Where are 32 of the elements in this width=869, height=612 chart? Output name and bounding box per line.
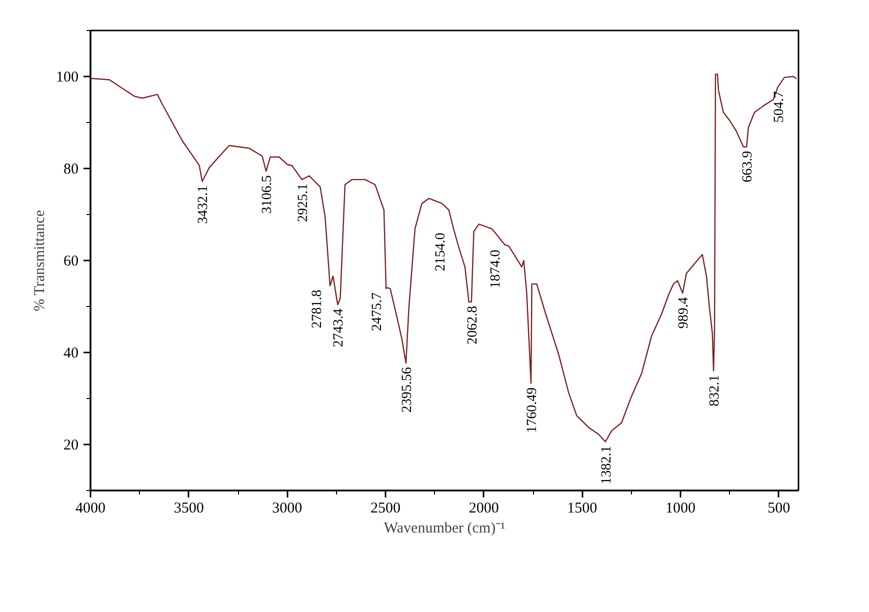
annotation: 2743.4 — [332, 308, 347, 348]
x-tick-label: 2500 — [370, 500, 400, 516]
annotation: 2395.56 — [400, 367, 415, 413]
y-tick-label: 80 — [64, 162, 78, 178]
annotation: 2781.8 — [310, 290, 326, 328]
x-tick-label: 2000 — [468, 500, 499, 516]
annotation: 1760.49 — [525, 387, 540, 433]
annotation: 504.7 — [772, 91, 787, 123]
annotation: 3432.1 — [196, 185, 212, 224]
x-tick-label: 4000 — [76, 500, 106, 516]
x-tick-label: 1500 — [567, 500, 598, 516]
x-tick-label: 3500 — [174, 500, 204, 516]
y-tick-label: 60 — [64, 254, 78, 270]
x-tick-label: 3000 — [272, 500, 302, 516]
annotation: 1874.0 — [488, 250, 504, 288]
annotation: 989.4 — [676, 297, 692, 329]
y-tick-label: 20 — [64, 438, 78, 454]
annotation: 1382.1 — [599, 446, 614, 484]
annotation: 2154.0 — [434, 232, 449, 272]
line-series — [90, 74, 798, 442]
y-tick-label: 100 — [56, 70, 78, 86]
x-tick-label: 1000 — [666, 500, 696, 516]
annotation: 3106.5 — [260, 175, 276, 214]
annotation: 2925.1 — [296, 184, 311, 222]
annotation: 832.1 — [708, 374, 723, 406]
y-axis-title: % Transmittance — [32, 210, 48, 312]
annotation: 663.9 — [740, 150, 756, 182]
annotation: 2475.7 — [370, 292, 386, 332]
annotation: 2062.8 — [465, 306, 480, 344]
y-tick-label: 40 — [64, 346, 78, 362]
x-tick-label: 500 — [768, 500, 790, 516]
x-axis-title: Wavenumber (cm)⁻¹ — [384, 520, 506, 536]
